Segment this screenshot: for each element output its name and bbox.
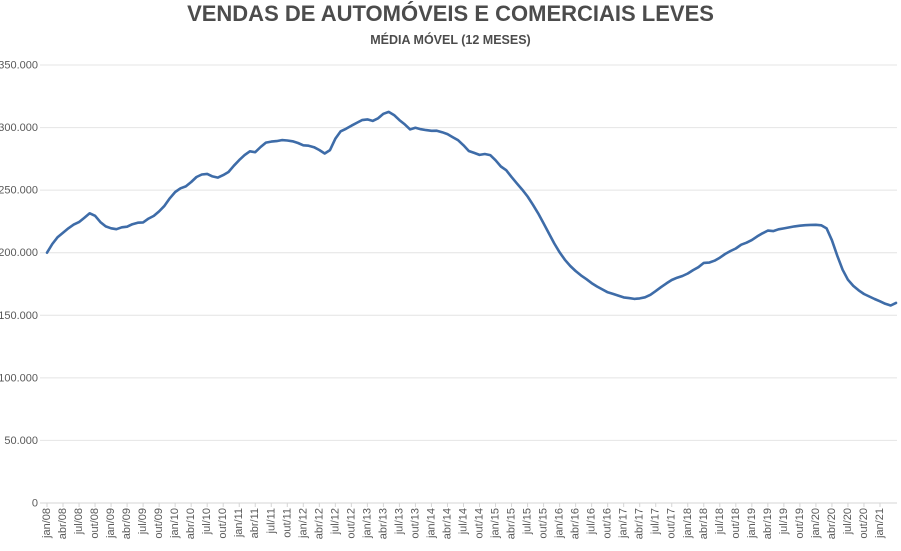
x-tick-label: jan/14 xyxy=(425,508,437,539)
x-tick-label: jan/15 xyxy=(490,508,502,539)
x-tick-label: abr/17 xyxy=(634,508,646,539)
x-tick-label: jan/11 xyxy=(233,508,245,538)
data-series-line xyxy=(45,110,898,307)
x-tick-label: jan/09 xyxy=(105,508,117,539)
sales-moving-average-line xyxy=(45,110,898,307)
x-tick-label: jan/12 xyxy=(297,508,309,539)
x-tick-label: jul/20 xyxy=(842,508,854,535)
x-tick-label: jan/19 xyxy=(746,508,758,539)
x-tick-label: abr/11 xyxy=(249,508,261,538)
x-tick-label: abr/09 xyxy=(121,508,133,539)
x-tick-label: abr/16 xyxy=(570,508,582,539)
x-tick-label: jul/19 xyxy=(778,508,790,535)
x-axis-tick-marks xyxy=(46,503,881,507)
x-tick-label: out/17 xyxy=(666,508,678,539)
y-tick-label: 0 xyxy=(32,498,38,510)
x-tick-label: abr/12 xyxy=(313,508,325,539)
y-tick-label: 350.000 xyxy=(0,60,38,72)
x-tick-label: jan/21 xyxy=(874,508,886,539)
x-tick-label: out/16 xyxy=(602,508,614,539)
x-tick-label: jan/13 xyxy=(361,508,373,539)
x-tick-label: out/20 xyxy=(858,508,870,539)
x-tick-label: jul/14 xyxy=(457,508,469,535)
x-tick-label: jan/08 xyxy=(41,508,53,539)
x-tick-label: out/12 xyxy=(345,508,357,539)
x-tick-label: abr/14 xyxy=(441,508,453,539)
y-axis-tick-labels: 0 50.000 100.000 150.000 200.000 250.000 300.0… xyxy=(0,60,38,510)
x-axis-tick-labels: jan/08 abr/08 jul/08 out/08 jan/09 abr/09 jul/… xyxy=(41,508,886,539)
x-tick-label: abr/18 xyxy=(698,508,710,539)
x-tick-label: jan/18 xyxy=(682,508,694,539)
chart-subtitle: MÉDIA MÓVEL (12 MESES) xyxy=(370,33,531,47)
x-tick-label: jul/16 xyxy=(586,508,598,535)
horizontal-gridlines xyxy=(40,64,897,504)
x-tick-label: abr/13 xyxy=(377,508,389,539)
y-tick-label: 150.000 xyxy=(0,310,38,322)
x-tick-label: jan/16 xyxy=(554,508,566,539)
y-tick-label: 250.000 xyxy=(0,185,38,197)
x-tick-label: out/13 xyxy=(409,508,421,539)
x-tick-label: jul/18 xyxy=(714,508,726,535)
x-tick-label: jul/17 xyxy=(650,508,662,535)
x-tick-label: abr/19 xyxy=(762,508,774,539)
x-tick-label: out/11 xyxy=(281,508,293,538)
x-tick-label: jul/10 xyxy=(201,508,213,535)
y-tick-label: 100.000 xyxy=(0,372,38,384)
x-tick-label: jul/12 xyxy=(329,508,341,535)
x-tick-label: jul/08 xyxy=(73,508,85,535)
y-tick-label: 200.000 xyxy=(0,247,38,259)
x-tick-label: out/10 xyxy=(217,508,229,539)
x-tick-label: abr/20 xyxy=(826,508,838,539)
x-tick-label: out/08 xyxy=(89,508,101,539)
x-tick-label: jan/17 xyxy=(618,508,630,539)
x-tick-label: jan/10 xyxy=(169,508,181,539)
x-tick-label: abr/08 xyxy=(57,508,69,539)
x-tick-label: jul/13 xyxy=(393,508,405,535)
x-tick-label: abr/10 xyxy=(185,508,197,539)
x-tick-label: out/15 xyxy=(538,508,550,539)
x-tick-label: out/14 xyxy=(474,508,486,539)
x-tick-label: jan/20 xyxy=(810,508,822,539)
x-tick-label: jul/15 xyxy=(522,508,534,535)
x-tick-label: out/19 xyxy=(794,508,806,539)
x-tick-label: jul/09 xyxy=(137,508,149,535)
y-tick-label: 50.000 xyxy=(4,435,38,447)
x-tick-label: jul/11 xyxy=(265,508,277,534)
x-tick-label: out/09 xyxy=(153,508,165,539)
chart-title: VENDAS DE AUTOMÓVEIS E COMERCIAIS LEVES xyxy=(187,1,714,26)
y-tick-label: 300.000 xyxy=(0,122,38,134)
x-tick-label: abr/15 xyxy=(506,508,518,539)
x-tick-label: out/18 xyxy=(730,508,742,539)
